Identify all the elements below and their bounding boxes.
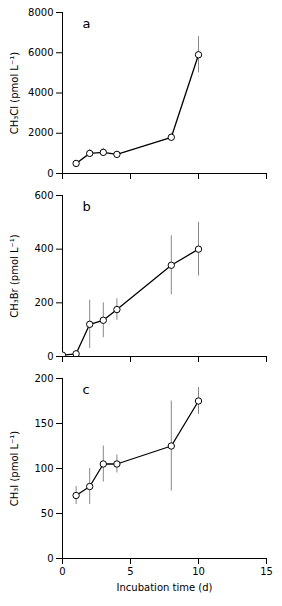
svg-text:200: 200 (34, 297, 53, 308)
svg-text:0: 0 (47, 168, 53, 179)
svg-text:150: 150 (34, 418, 53, 429)
svg-text:10: 10 (192, 566, 205, 577)
svg-text:200: 200 (34, 373, 53, 384)
svg-text:50: 50 (41, 508, 54, 519)
svg-text:4000: 4000 (28, 87, 53, 98)
svg-text:8000: 8000 (28, 7, 53, 18)
svg-text:CH₃I (pmol L⁻¹): CH₃I (pmol L⁻¹) (9, 431, 20, 507)
svg-text:CH₃Cl (pmol L⁻¹): CH₃Cl (pmol L⁻¹) (9, 52, 20, 134)
svg-text:Incubation time (d): Incubation time (d) (117, 582, 213, 593)
svg-text:600: 600 (34, 190, 53, 201)
svg-text:6000: 6000 (28, 47, 53, 58)
svg-text:0: 0 (59, 566, 65, 577)
svg-text:a: a (83, 16, 91, 31)
svg-text:400: 400 (34, 243, 53, 254)
svg-text:CH₃Br (pmol L⁻¹): CH₃Br (pmol L⁻¹) (9, 234, 20, 318)
svg-text:0: 0 (47, 351, 53, 362)
svg-text:5: 5 (127, 566, 133, 577)
svg-text:c: c (83, 382, 90, 397)
svg-text:b: b (83, 199, 91, 214)
svg-text:15: 15 (260, 566, 273, 577)
svg-text:0: 0 (47, 553, 53, 564)
svg-text:2000: 2000 (28, 127, 53, 138)
svg-text:100: 100 (34, 463, 53, 474)
